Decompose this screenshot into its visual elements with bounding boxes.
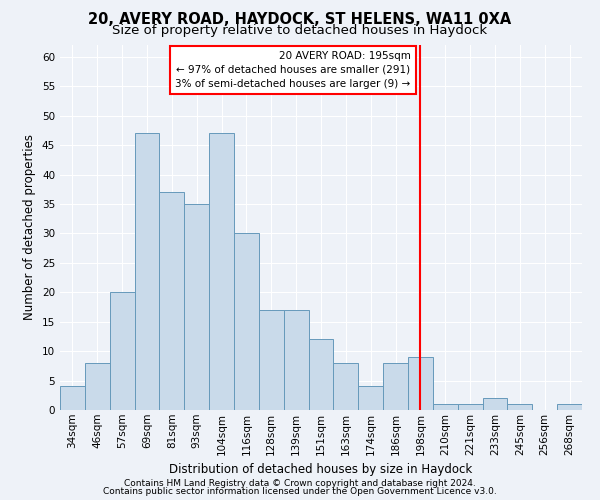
Bar (358, 386, 383, 410)
Text: 20 AVERY ROAD: 195sqm
← 97% of detached houses are smaller (291)
3% of semi-deta: 20 AVERY ROAD: 195sqm ← 97% of detached … (175, 51, 410, 89)
Text: Contains HM Land Registry data © Crown copyright and database right 2024.: Contains HM Land Registry data © Crown c… (124, 478, 476, 488)
Bar (234, 234, 259, 410)
Bar (308, 340, 334, 410)
Bar (160, 192, 184, 410)
Bar (110, 292, 134, 410)
Bar (482, 398, 508, 410)
Bar (408, 357, 433, 410)
Bar (184, 204, 209, 410)
Bar (60, 386, 85, 410)
Text: Contains public sector information licensed under the Open Government Licence v3: Contains public sector information licen… (103, 487, 497, 496)
Y-axis label: Number of detached properties: Number of detached properties (23, 134, 37, 320)
Bar (508, 404, 532, 410)
Bar (383, 363, 408, 410)
Text: 20, AVERY ROAD, HAYDOCK, ST HELENS, WA11 0XA: 20, AVERY ROAD, HAYDOCK, ST HELENS, WA11… (88, 12, 512, 28)
Bar (334, 363, 358, 410)
Bar (458, 404, 482, 410)
X-axis label: Distribution of detached houses by size in Haydock: Distribution of detached houses by size … (169, 463, 473, 476)
Bar (284, 310, 308, 410)
Bar (85, 363, 110, 410)
Bar (259, 310, 284, 410)
Bar (557, 404, 582, 410)
Bar (134, 134, 160, 410)
Bar (209, 134, 234, 410)
Text: Size of property relative to detached houses in Haydock: Size of property relative to detached ho… (112, 24, 488, 37)
Bar (433, 404, 458, 410)
